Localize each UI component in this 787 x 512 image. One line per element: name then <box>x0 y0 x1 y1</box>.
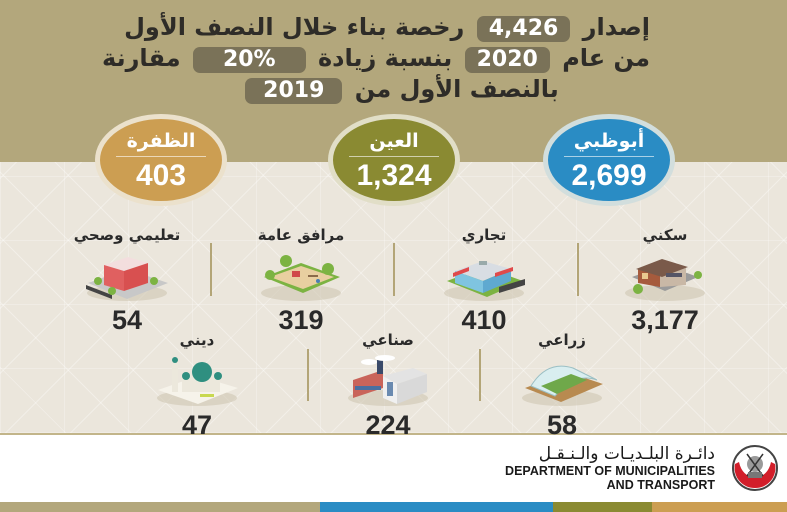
divider <box>577 243 579 296</box>
category-label: زراعي <box>538 331 586 349</box>
headline-line-2: من عام 2020 بنسبة زيادة 20% مقارنة <box>102 43 650 74</box>
category-value: 47 <box>181 410 213 440</box>
region-separator <box>116 156 206 157</box>
category-religious: ديني 47 <box>112 330 282 440</box>
category-commercial: تجاري 410 <box>399 225 569 335</box>
category-label: مرافق عامة <box>257 226 345 244</box>
divider <box>393 243 395 296</box>
headline-text: من عام <box>562 44 650 72</box>
region-value: 403 <box>135 159 187 192</box>
total-permits-badge: 4,426 <box>476 16 571 42</box>
category-label: صناعي <box>362 331 414 349</box>
category-value: 58 <box>546 410 578 440</box>
mosque-icon <box>152 352 242 408</box>
category-residential: سكني 3,177 <box>580 225 750 335</box>
category-label: سكني <box>642 226 688 244</box>
region-al-dhafra: الظفرة 403 <box>95 114 227 206</box>
category-agricultural: زراعي 58 <box>477 330 647 440</box>
region-name: العين <box>369 130 419 152</box>
residential-building-icon <box>620 247 710 303</box>
headline-text: رخصة بناء خلال النصف الأول <box>124 13 465 41</box>
category-value: 224 <box>365 410 411 440</box>
headline-text: بالنصف الأول من <box>354 75 559 103</box>
department-name-arabic: دائـرة البلـديـات والـنـقـل <box>538 444 715 464</box>
color-strip-olive <box>553 502 652 512</box>
region-separator <box>564 156 654 157</box>
headline-text: مقارنة <box>102 44 181 72</box>
abu-dhabi-emblem-icon <box>730 442 780 494</box>
color-strip-blue <box>320 502 553 512</box>
category-value: 319 <box>278 305 324 335</box>
category-value: 3,177 <box>631 305 699 335</box>
color-strip-tan <box>0 502 320 512</box>
greenhouse-icon <box>517 352 607 408</box>
school-hospital-icon <box>82 247 172 303</box>
category-label: تعليمي وصحي <box>73 226 181 244</box>
region-name: أبوظبي <box>573 130 645 152</box>
category-value: 410 <box>461 305 507 335</box>
department-name-english-1: DEPARTMENT OF MUNICIPALITIES <box>505 464 715 478</box>
category-label: ديني <box>179 331 215 349</box>
divider <box>210 243 212 296</box>
department-name-english-2: AND TRANSPORT <box>606 478 715 492</box>
category-industrial: صناعي 224 <box>303 330 473 440</box>
increase-percent-badge: 20% <box>192 47 306 73</box>
region-separator <box>349 156 439 157</box>
current-year-badge: 2020 <box>464 47 550 73</box>
category-label: تجاري <box>461 226 507 244</box>
factory-icon <box>343 352 433 408</box>
headline-line-3: بالنصف الأول من 2019 <box>150 74 650 105</box>
divider <box>307 349 309 401</box>
category-value: 54 <box>111 305 143 335</box>
region-value: 1,324 <box>356 159 432 192</box>
commercial-shop-icon <box>439 247 529 303</box>
headline-line-1: إصدار 4,426 رخصة بناء خلال النصف الأول <box>124 12 650 43</box>
region-al-ain: العين 1,324 <box>328 114 460 206</box>
color-strip-orange <box>652 502 787 512</box>
category-educational-health: تعليمي وصحي 54 <box>42 225 212 335</box>
department-name: دائـرة البلـديـات والـنـقـل DEPARTMENT O… <box>505 444 715 492</box>
previous-year-badge: 2019 <box>245 78 343 104</box>
region-abu-dhabi: أبوظبي 2,699 <box>543 114 675 206</box>
region-value: 2,699 <box>571 159 647 192</box>
headline-text: إصدار <box>582 13 650 41</box>
region-name: الظفرة <box>126 130 196 152</box>
headline-text: بنسبة زيادة <box>317 44 453 72</box>
divider <box>479 349 481 401</box>
category-public-facilities: مرافق عامة 319 <box>216 225 386 335</box>
headline: إصدار 4,426 رخصة بناء خلال النصف الأول م… <box>102 12 650 105</box>
public-park-icon <box>256 247 346 303</box>
